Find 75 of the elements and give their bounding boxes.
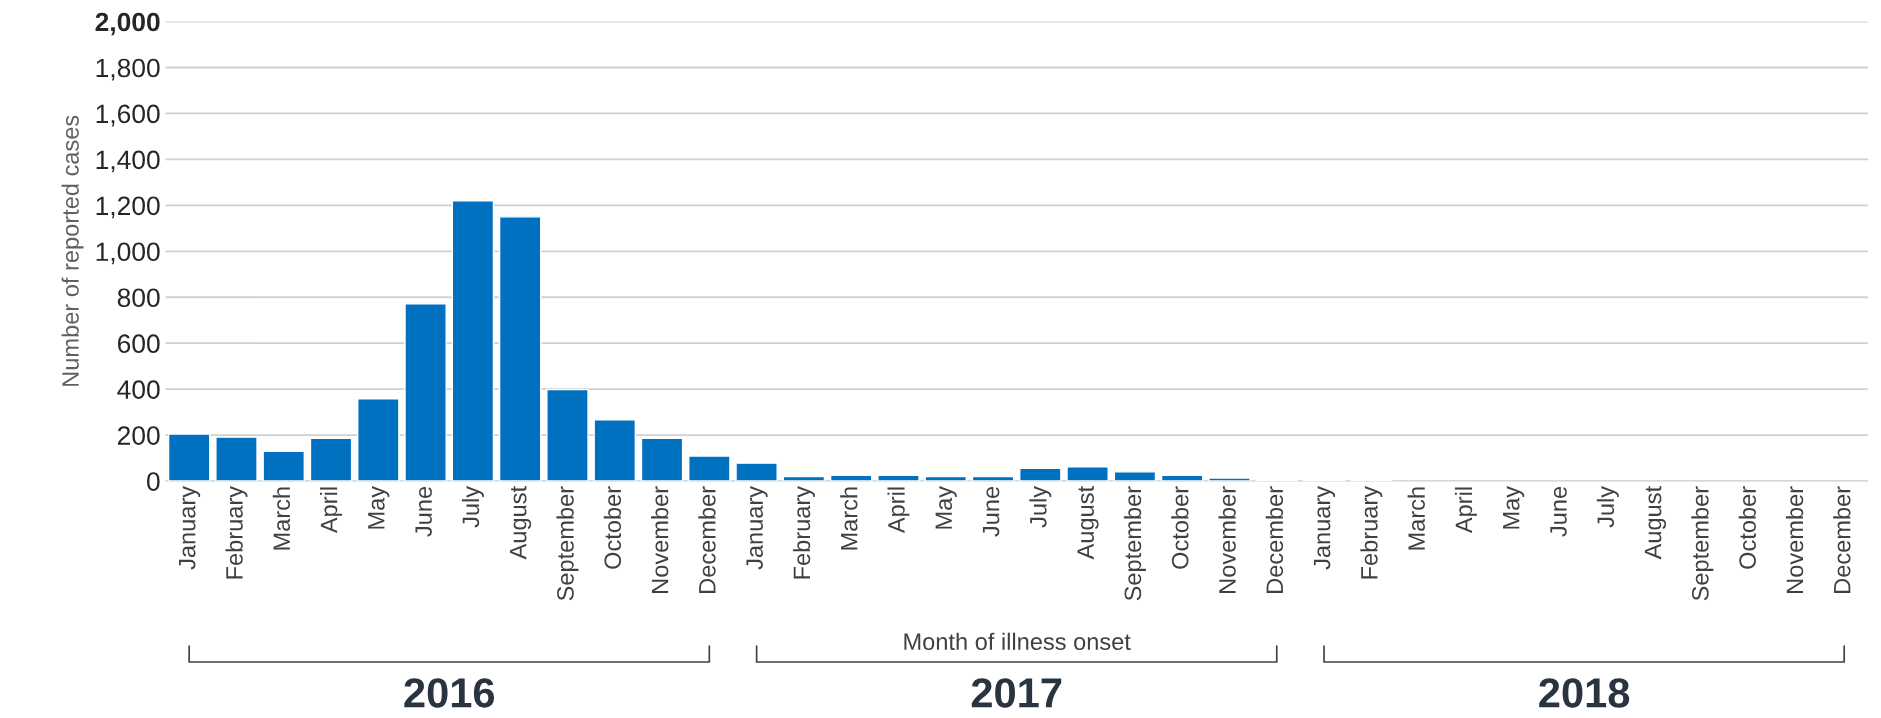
text: 2017 (971, 678, 1062, 708)
bar (640, 437, 684, 482)
x-tick-label: November (1218, 486, 1236, 593)
x-tick-label: March (840, 487, 858, 550)
x-tick-label: September (1691, 486, 1714, 601)
x-tick-label: July (1029, 485, 1052, 528)
bar (971, 475, 1015, 482)
y-tick-label: 1,800 (96, 58, 160, 81)
x-tick-label: March (272, 487, 291, 550)
bar (1160, 474, 1204, 482)
x-tick-label: December (1265, 486, 1284, 593)
x-tick-label: February (225, 485, 248, 579)
x-tick-label: August (510, 486, 532, 560)
x-tick-label: January (179, 485, 201, 570)
y-axis-title: Number of reported cases (61, 115, 84, 386)
x-tick-label: August (1644, 486, 1667, 560)
x-tick-label: June (415, 486, 432, 537)
x-tick-label: February (1360, 485, 1383, 579)
x-axis-title: Month of illness onset (904, 632, 1131, 651)
y-tick-label: 800 (117, 288, 160, 308)
bar (309, 437, 353, 482)
y-tick-label: 400 (117, 380, 160, 399)
bar (782, 475, 826, 482)
text: 2016 (404, 678, 495, 708)
x-tick-label: May (1503, 485, 1525, 529)
bar (1066, 466, 1109, 482)
x-tick-label: October (603, 486, 622, 569)
bar (829, 474, 873, 482)
x-tick-label: August (1077, 486, 1099, 560)
y-tick-label: 1,600 (96, 104, 160, 127)
x-tick-label: April (887, 487, 910, 534)
x-tick-label: December (1833, 486, 1851, 593)
x-tick-label: June (982, 486, 1000, 537)
y-tick-label: 2,000 (95, 12, 160, 36)
bar (735, 462, 778, 482)
x-tick-label: May (935, 485, 957, 529)
x-tick-label: January (1313, 485, 1336, 570)
y-tick-label: 1,200 (96, 196, 160, 219)
x-tick-label: October (1738, 486, 1756, 569)
bar (215, 436, 258, 482)
bar (498, 216, 542, 482)
x-tick-label: April (1454, 487, 1477, 534)
y-tick-label: 600 (117, 334, 160, 354)
x-tick-label: September (1123, 486, 1146, 601)
x-tick-label: December (698, 486, 716, 593)
x-tick-label: February (792, 485, 815, 579)
x-tick-label: July (1596, 485, 1619, 528)
x-tick-label: March (1407, 487, 1425, 550)
y-tick-label: 0 (147, 472, 160, 491)
x-tick-label: July (461, 485, 484, 528)
bar (688, 455, 731, 482)
x-tick-label: October (1171, 486, 1189, 569)
x-tick-label: April (320, 487, 343, 534)
x-tick-label: January (746, 485, 768, 570)
bar (546, 388, 589, 482)
bar (1208, 477, 1251, 482)
y-tick-label: 1,000 (96, 242, 160, 265)
bar (924, 475, 968, 482)
y-tick-label: 1,400 (96, 150, 160, 173)
x-tick-label: November (651, 486, 669, 593)
bar (877, 474, 920, 482)
bar (593, 419, 637, 482)
bar (451, 200, 495, 482)
bar (262, 450, 306, 482)
y-tick-label: 200 (117, 426, 160, 445)
x-tick-label: November (1785, 486, 1804, 593)
text: 2018 (1539, 678, 1630, 708)
x-tick-label: June (1550, 486, 1567, 537)
x-tick-label: September (556, 486, 579, 601)
bar (1019, 467, 1062, 482)
bar (1113, 471, 1157, 482)
bar (167, 433, 211, 482)
bar (404, 302, 447, 482)
x-tick-label: May (368, 485, 390, 529)
bar (357, 398, 400, 482)
